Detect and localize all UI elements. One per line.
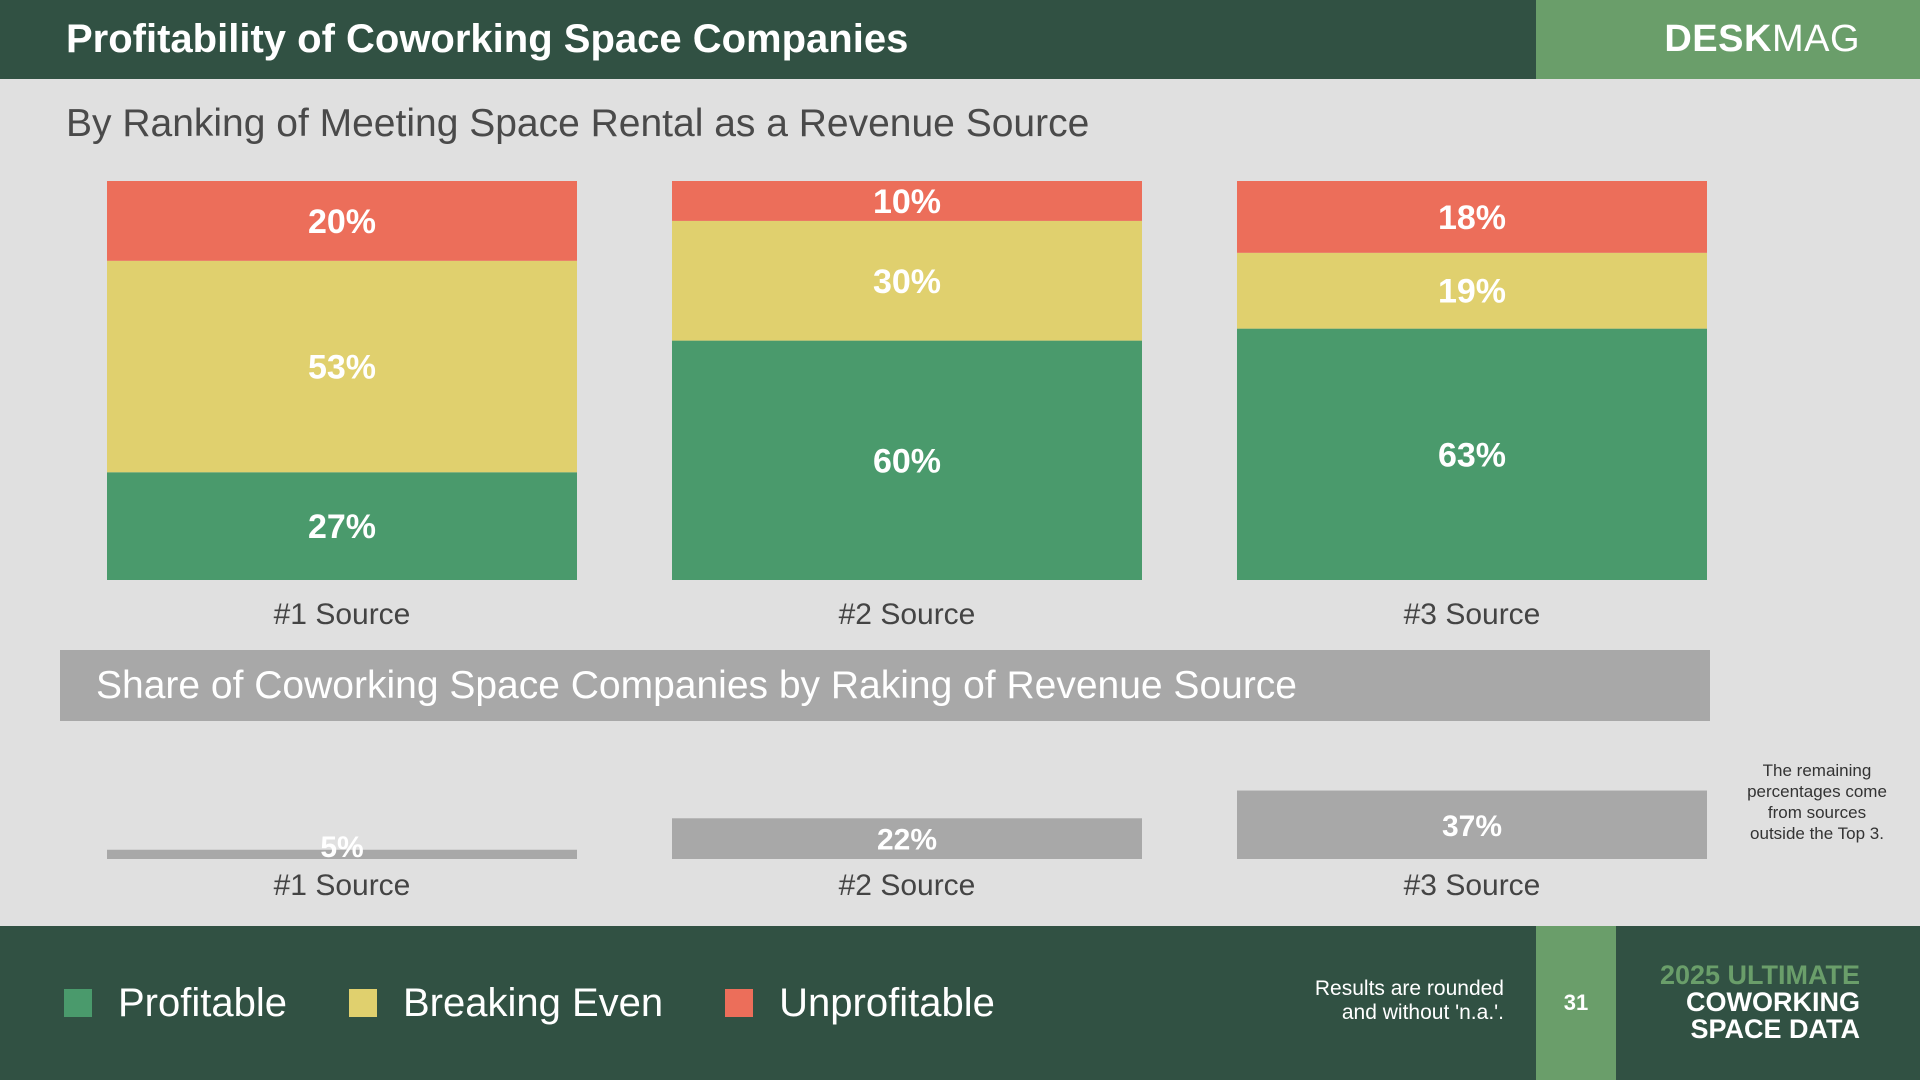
legend-label: Breaking Even xyxy=(402,980,664,1025)
rounding-note: Results are rounded and without 'n.a.'. xyxy=(1315,977,1504,1025)
section-banner: Share of Coworking Space Companies by Ra… xyxy=(60,650,1710,721)
data-label: 60% xyxy=(873,442,941,480)
data-label: 10% xyxy=(873,183,941,221)
header-bar: Profitability of Coworking Space Compani… xyxy=(0,0,1536,79)
data-label: 20% xyxy=(308,203,376,241)
remaining-note: The remaining percentages come from sour… xyxy=(1747,761,1887,843)
rounding-note-line: Results are rounded xyxy=(1314,977,1504,1000)
data-label: 37% xyxy=(1442,810,1502,843)
bar-segment-profitable xyxy=(1237,328,1707,580)
legend-item-breaking-even: Breaking Even xyxy=(348,980,664,1026)
legend-item-unprofitable: Unprofitable xyxy=(725,981,995,1026)
data-label: 53% xyxy=(308,349,376,387)
category-label: #2 Source xyxy=(839,869,976,902)
data-label: 63% xyxy=(1438,436,1506,474)
data-label: 27% xyxy=(308,508,376,546)
data-label: 22% xyxy=(877,824,937,857)
rounding-note-line: and without 'n.a.'. xyxy=(1341,1001,1504,1024)
category-label: #1 Source xyxy=(274,598,411,630)
legend-swatch-unprofitable xyxy=(725,989,754,1017)
legend-label: Unprofitable xyxy=(779,980,995,1025)
data-label: 5% xyxy=(320,831,363,864)
brand-logo-bold: DESK xyxy=(1664,18,1772,60)
category-label: #1 Source xyxy=(274,869,411,902)
bar-segment-breaking-even xyxy=(107,260,577,473)
brand-box: DESKMAG xyxy=(1536,0,1920,79)
legend-swatch-breaking-even xyxy=(348,989,377,1017)
category-label: #3 Source xyxy=(1404,598,1541,630)
legend-item-profitable: Profitable xyxy=(64,981,287,1026)
share-bar xyxy=(672,818,1142,859)
bar-segment-breaking-even xyxy=(1237,252,1707,329)
legend-label: Profitable xyxy=(118,980,287,1025)
bar-segment-unprofitable xyxy=(1237,181,1707,253)
bar-segment-profitable xyxy=(672,340,1142,580)
page-number-box: 31 xyxy=(1536,926,1616,1080)
data-label: 18% xyxy=(1438,199,1506,237)
share-bar xyxy=(107,849,577,859)
category-label: #2 Source xyxy=(839,598,976,630)
share-bar xyxy=(1237,790,1707,859)
legend: Profitable Breaking Even Unprofitable xyxy=(64,926,1057,1080)
report-badge: 2025 ULTIMATE COWORKING SPACE DATA xyxy=(1616,926,1920,1080)
report-title-line: 2025 ULTIMATE xyxy=(1659,960,1860,990)
section-banner-text: Share of Coworking Space Companies by Ra… xyxy=(96,664,1298,707)
page-title: Profitability of Coworking Space Compani… xyxy=(66,17,909,61)
report-title-line: SPACE DATA xyxy=(1690,1014,1860,1044)
legend-swatch-profitable xyxy=(64,989,92,1017)
bar-segment-breaking-even xyxy=(672,220,1142,341)
data-label: 30% xyxy=(873,263,941,301)
report-title-line: COWORKING xyxy=(1686,987,1860,1017)
brand-logo-light: MAG xyxy=(1771,18,1860,60)
report-title: 2025 ULTIMATE COWORKING SPACE DATA xyxy=(1660,962,1860,1043)
bar-segment-unprofitable xyxy=(672,181,1142,221)
data-label: 19% xyxy=(1438,273,1506,311)
share-bar-chart: 5% #1 Source 22% #2 Source 37% #3 Source xyxy=(107,790,1707,902)
stacked-bar-chart: 27% 53% 20% #1 Source 60% 30% 10% #2 Source 63% 1… xyxy=(107,181,1707,630)
bar-segment-unprofitable xyxy=(107,181,577,261)
chart-subtitle: By Ranking of Meeting Space Rental as a … xyxy=(66,102,1090,145)
footer-bar: Profitable Breaking Even Unprofitable Re… xyxy=(0,926,1536,1080)
brand-logo: DESKMAG xyxy=(1664,0,1860,79)
bar-segment-profitable xyxy=(107,472,577,580)
page-number: 31 xyxy=(1563,990,1589,1015)
category-label: #3 Source xyxy=(1404,869,1541,902)
